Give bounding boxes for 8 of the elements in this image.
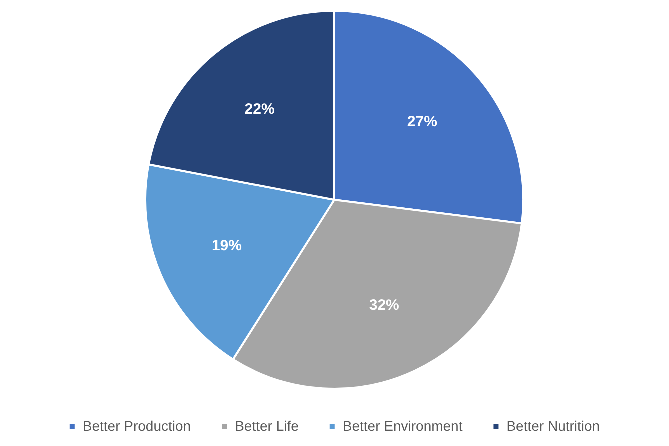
data-label: 32% xyxy=(369,297,400,314)
legend-label: Better Life xyxy=(235,418,300,434)
data-label: 22% xyxy=(244,100,275,118)
data-label: 27% xyxy=(407,114,438,131)
legend-label: Better Nutrition xyxy=(506,418,600,434)
legend-label: Better Production xyxy=(82,418,192,434)
legend-label: Better Environment xyxy=(342,418,463,434)
data-label: 19% xyxy=(212,238,242,255)
